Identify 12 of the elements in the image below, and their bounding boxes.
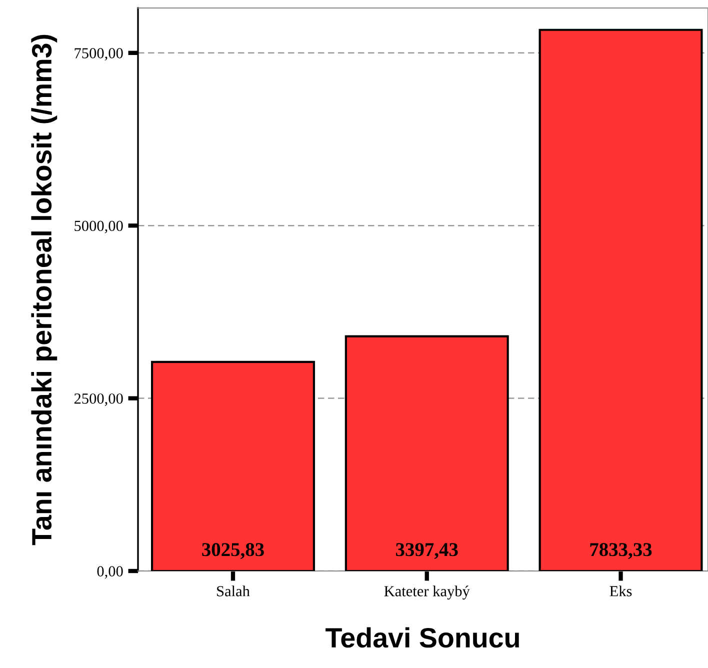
- y-tick-label: 5000,00: [74, 220, 123, 234]
- data-label: 3397,43: [396, 543, 458, 559]
- y-tick-label: 7500,00: [74, 48, 123, 61]
- x-axis-title: Tedavi Sonucu: [326, 627, 519, 648]
- x-tick-label: Salah: [217, 586, 250, 596]
- x-tick-label: Eks: [610, 586, 632, 596]
- y-tick-label: 2500,00: [74, 393, 123, 406]
- data-label: 7833,33: [590, 543, 652, 559]
- y-tick-label: 0,00: [97, 566, 123, 579]
- x-tick-label: Kateter kaybý: [384, 586, 470, 600]
- y-axis-title: Tanı anındaki peritoneal lokosit (/mm3): [31, 34, 58, 546]
- data-label: 3025,83: [202, 543, 264, 559]
